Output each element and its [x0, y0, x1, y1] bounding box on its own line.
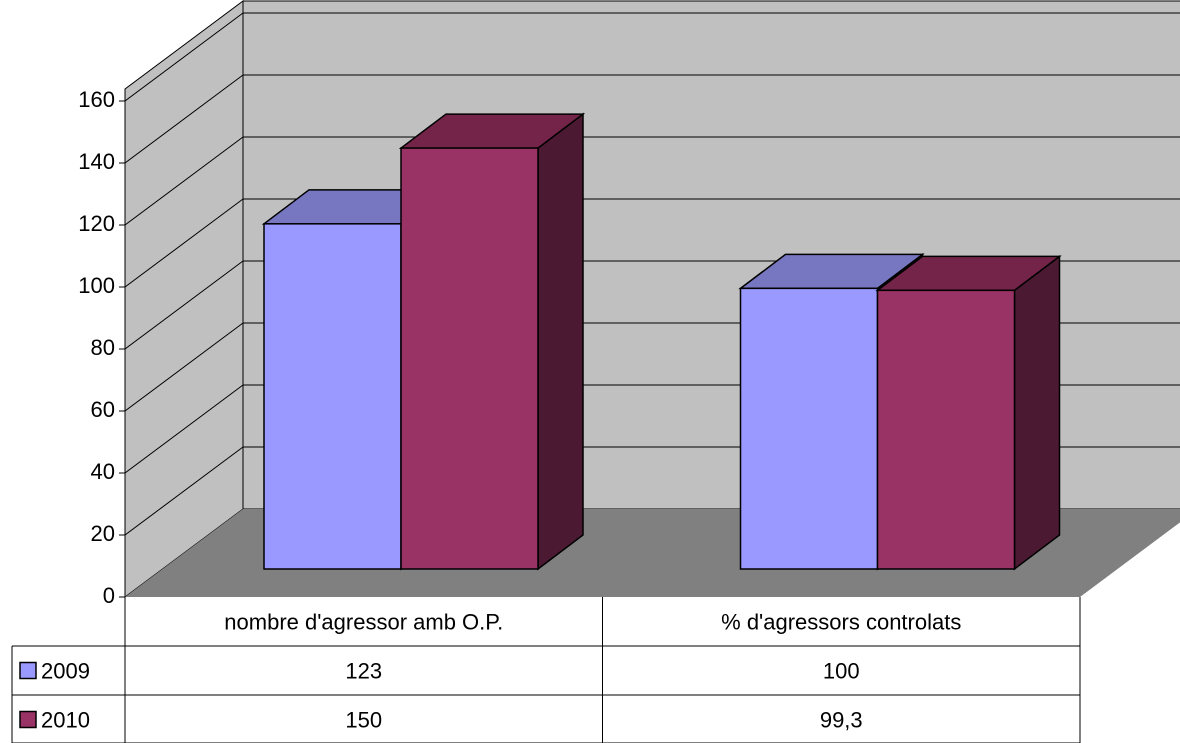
gridline-side — [124, 446, 244, 536]
table-header-cell: nombre d'agressor amb O.P. — [224, 609, 503, 634]
ytick-label: 20 — [91, 521, 115, 546]
ytick-label: 140 — [78, 149, 115, 174]
gridline-side — [124, 198, 244, 288]
ytick-label: 80 — [91, 335, 115, 360]
legend-swatch-2009 — [19, 661, 37, 680]
legend-swatch-2010 — [19, 710, 37, 729]
bar-side-2010-0 — [537, 112, 584, 571]
table-value-cell: 150 — [345, 707, 382, 732]
ytick-label: 120 — [78, 211, 115, 236]
legend-label: 2009 — [41, 658, 90, 683]
legend-label: 2010 — [41, 707, 90, 732]
bar-2010-0 — [400, 147, 539, 570]
bar-2009-1 — [739, 287, 879, 570]
bar-2009-0 — [263, 223, 402, 570]
table-value-cell: 99,3 — [820, 707, 863, 732]
table-header-cell: % d'agressors controlats — [721, 609, 961, 634]
ytick-label: 40 — [91, 459, 115, 484]
side-wall — [124, 0, 244, 598]
gridline-side — [124, 384, 244, 474]
ytick-label: 60 — [91, 397, 115, 422]
ytick-label: 100 — [78, 273, 115, 298]
ytick-label: 0 — [103, 583, 115, 608]
bar-2010-1 — [876, 289, 1016, 570]
gridline-side — [124, 74, 244, 164]
table-value-cell: 123 — [345, 658, 382, 683]
ytick-label: 160 — [78, 87, 115, 112]
gridline-side — [124, 260, 244, 350]
table-value-cell: 100 — [823, 658, 860, 683]
bar-side-2010-1 — [1013, 254, 1061, 571]
gridline-side — [124, 12, 244, 102]
gridline-side — [124, 136, 244, 226]
gridline-side — [124, 322, 244, 412]
